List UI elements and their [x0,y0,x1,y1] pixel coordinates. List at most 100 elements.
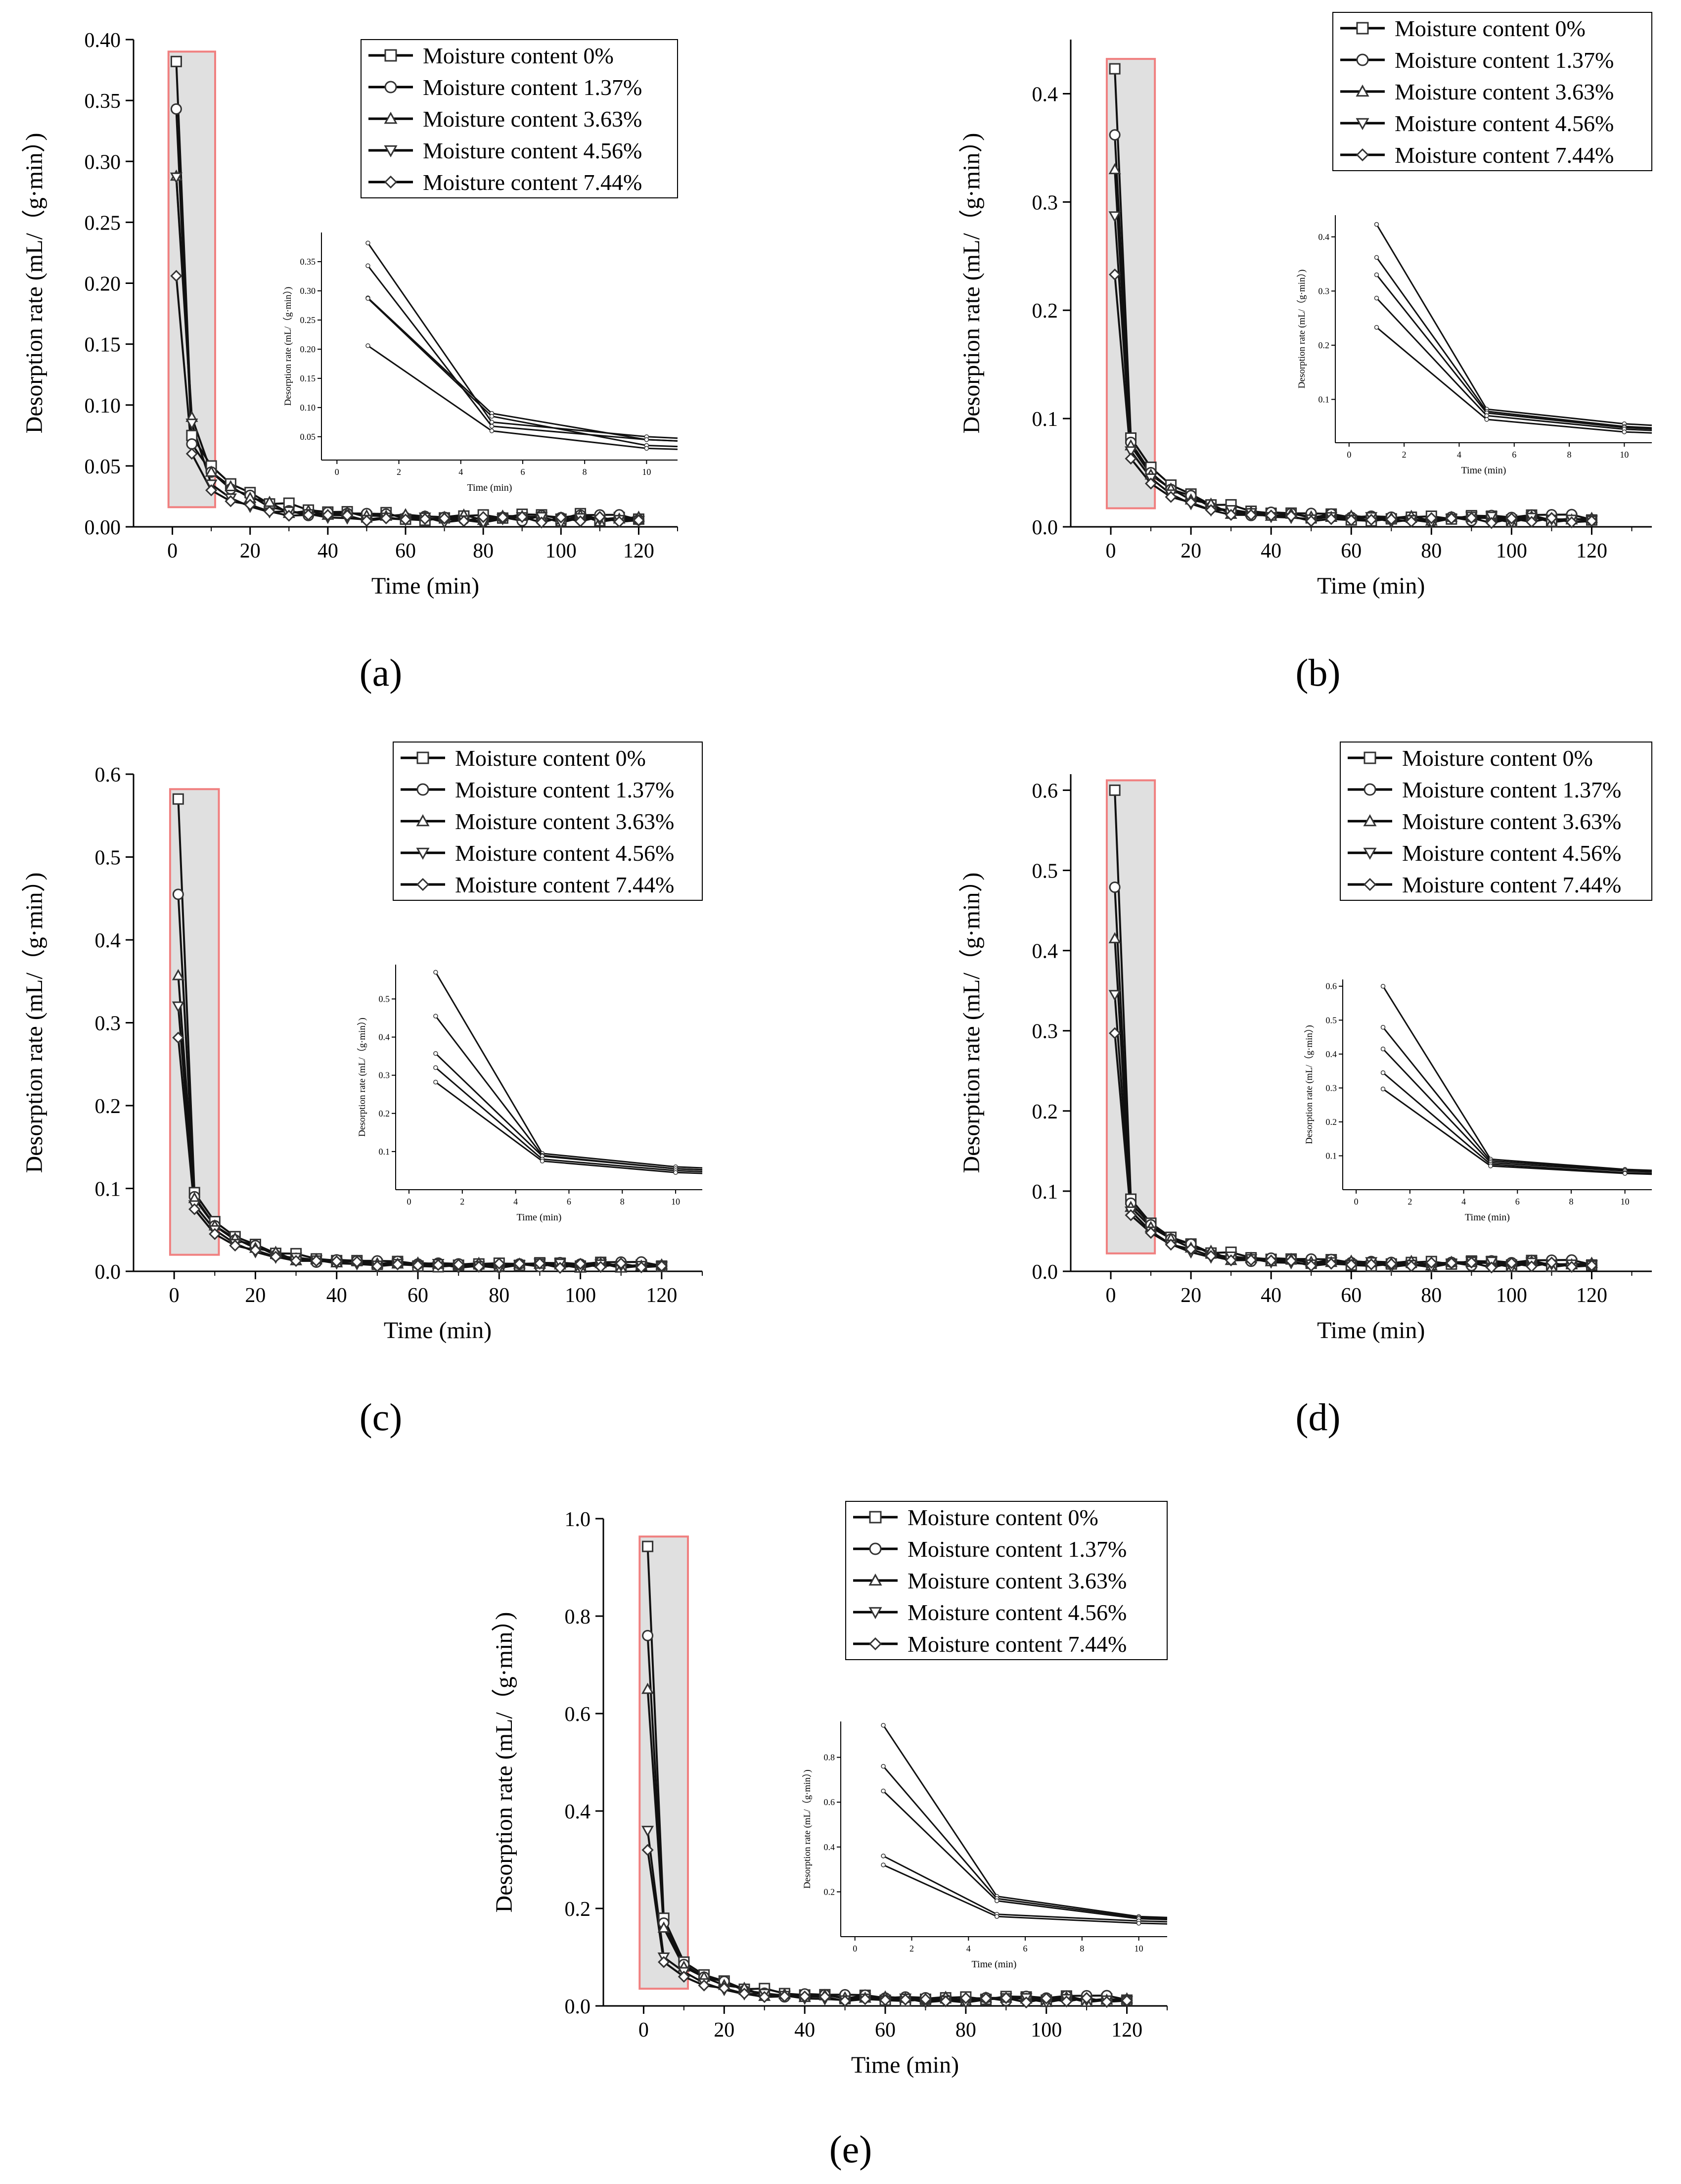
series-point-4 [411,1259,424,1272]
series-point-4 [1445,512,1457,525]
series-point-4 [738,1988,751,2000]
inset-x-tick-label: 8 [1567,450,1572,460]
inset-x-tick-label: 2 [909,1944,914,1953]
series-point-4 [419,512,431,525]
legend-label-1: Moisture content 1.37% [1402,777,1621,802]
series-point-4 [1325,1257,1337,1270]
inset-y-tick-label: 0.05 [300,432,316,442]
y-tick-label: 0.2 [1032,300,1058,323]
panel-label-a: (a) [359,651,403,694]
legend-label-3: Moisture content 4.56% [1402,840,1621,866]
legend-marker-3 [416,847,430,860]
inset-series-point-0 [1380,983,1386,989]
inset-series-line-1 [1376,257,1652,429]
series-point-4 [1485,517,1498,529]
inset-series-point-0 [365,240,370,245]
legend-marker-2 [868,1573,882,1586]
series-point-4 [1305,1259,1318,1272]
series-point-4 [1425,1256,1438,1269]
series-point-4 [799,1990,811,2003]
y-tick-label: 1.0 [565,1508,591,1531]
series-point-4 [1184,496,1197,509]
legend-label-0: Moisture content 0% [1395,16,1586,41]
series-point-2 [657,1921,670,1933]
inset-series-line-2 [883,1790,1168,1921]
inset-series-line-2 [435,1053,703,1171]
series-point-0 [170,55,182,67]
inset-series-line-3 [1382,1072,1652,1174]
series-point-4 [1100,1996,1113,2008]
series-point-4 [1345,1258,1358,1271]
inset-x-tick-label: 4 [458,467,463,477]
inset-y-axis-label: Desorption rate (mL/（g·min）) [802,1769,813,1889]
series-point-4 [302,509,315,521]
inset-y-axis-label: Desorption rate (mL/（g·min）) [282,287,293,406]
series-point-4 [1385,1257,1398,1270]
series-point-1 [186,438,198,450]
series-line-1 [1114,135,1592,522]
inset-series-line-4 [883,1864,1168,1925]
legend-marker-3 [1356,118,1369,131]
series-point-4 [940,1995,952,2007]
inset-series-point-4 [644,446,649,451]
inset-series-point-4 [1622,1171,1628,1176]
inset-x-axis-label: Time (min) [1461,465,1506,476]
x-tick-label: 20 [1181,1284,1201,1307]
series-point-4 [879,1994,892,2006]
series-point-2 [172,969,184,980]
series-point-4 [1405,1260,1417,1272]
series-line-4 [1114,274,1592,524]
legend-label-0: Moisture content 0% [908,1505,1098,1530]
y-axis-label: Desorption rate (mL/（g·min）) [21,133,47,434]
inset-y-axis-label: Desorption rate (mL/（g·min）) [1296,270,1307,389]
inset-series-line-4 [435,1081,703,1174]
series-line-1 [177,894,662,1268]
y-tick-label: 0.4 [1032,940,1058,963]
series-point-2 [641,1682,654,1694]
series-point-4 [1144,477,1157,490]
inset-series-line-0 [1376,224,1652,426]
legend-marker-0 [1356,22,1369,35]
series-point-4 [493,1257,505,1270]
inset-series-line-3 [435,1067,703,1172]
inset-y-tick-label: 0.3 [1318,286,1330,296]
series-point-4 [919,1993,932,2005]
x-axis-label: Time (min) [851,2052,959,2078]
series-point-4 [330,1255,343,1267]
series-point-0 [1109,784,1121,796]
inset-y-tick-label: 0.2 [1326,1117,1337,1127]
inset-series-line-0 [882,1724,1168,1918]
x-tick-label: 60 [1341,1284,1362,1307]
series-line-2 [177,975,662,1269]
inset-x-tick-label: 0 [853,1944,857,1953]
inset-x-tick-label: 10 [1135,1944,1143,1953]
legend-box [1332,12,1652,171]
series-point-4 [1586,515,1598,527]
series-point-4 [1385,513,1398,525]
series-point-3 [1125,446,1137,458]
series-point-4 [432,1259,445,1271]
inset-series-point-3 [1484,413,1489,418]
inset-x-tick-label: 2 [1408,1197,1412,1207]
x-tick-label: 0 [1106,1284,1116,1307]
series-point-4 [1545,512,1558,524]
series-point-3 [1108,211,1121,223]
inset-y-tick-label: 0.1 [379,1147,390,1157]
legend-label-2: Moisture content 3.63% [423,106,642,132]
inset-series-point-4 [1488,1163,1493,1168]
inset-y-tick-label: 0.3 [379,1070,390,1080]
series-point-4 [513,1257,526,1270]
inset-chart: 0 2 4 6 8 10 0.1 0.2 0.3 0.4 0.5 Time (min) Desorpti… [357,965,703,1223]
series-point-4 [1365,513,1377,526]
x-tick-label: 100 [1496,540,1527,562]
y-tick-label: 0.1 [95,1178,121,1201]
highlight-region [1105,779,1156,1255]
series-point-4 [1265,1254,1277,1267]
series-point-3 [172,1001,184,1013]
series-point-4 [593,511,606,523]
inset-x-axis-label: Time (min) [1465,1212,1510,1223]
inset-x-tick-label: 8 [1569,1197,1573,1207]
series-point-4 [1265,509,1277,522]
